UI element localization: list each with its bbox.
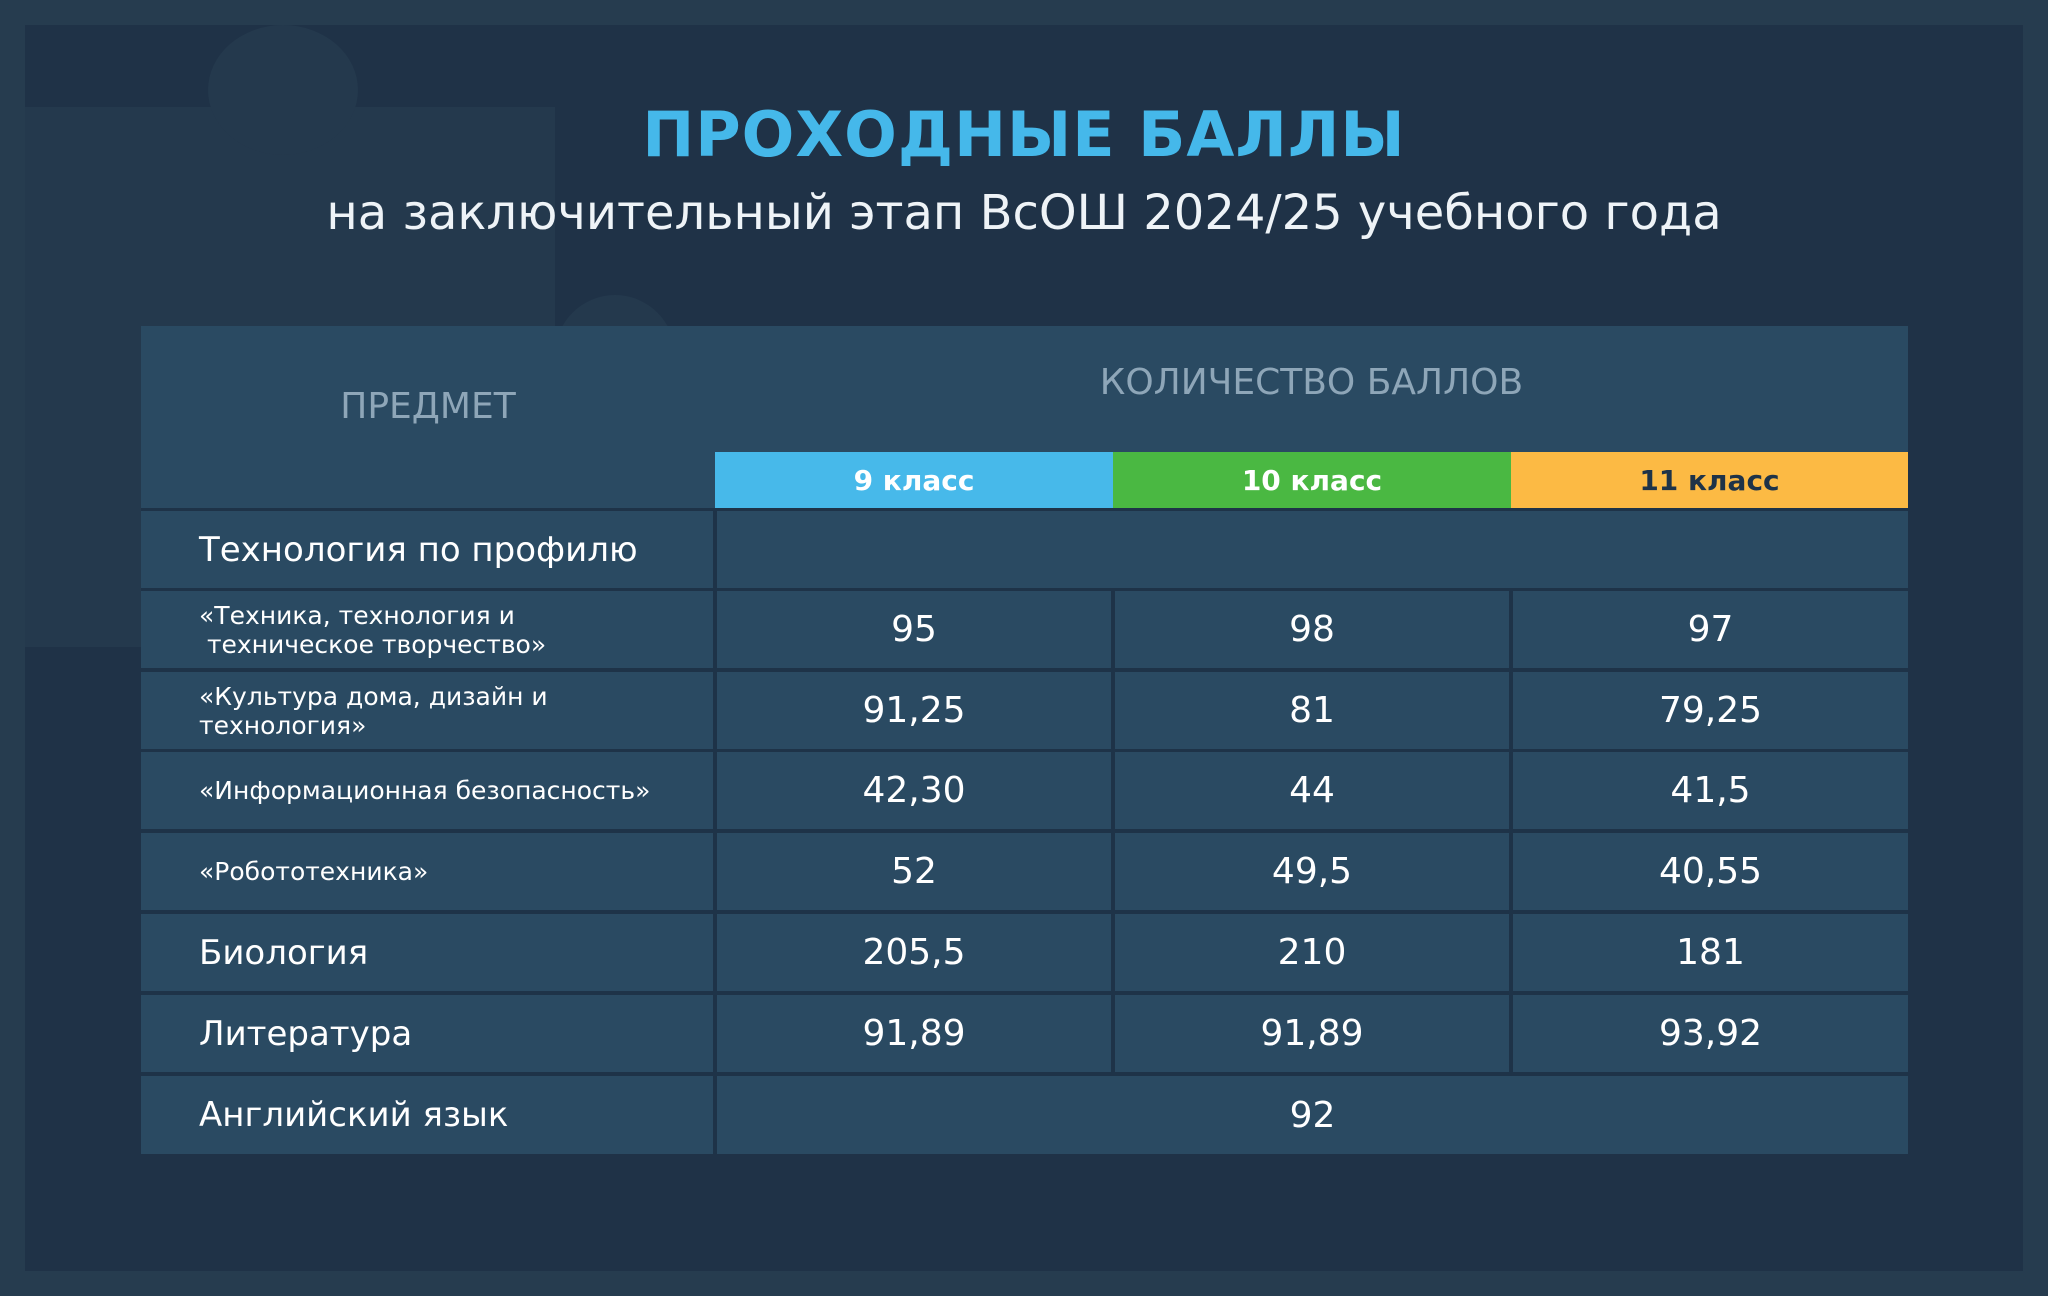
subject-label-line2: техническое творчество» <box>199 629 547 659</box>
score-cell: 42,30 <box>717 752 1111 829</box>
table-row-subject: «Информационная безопасность» <box>141 752 713 829</box>
subject-label: «Робототехника» <box>199 857 429 886</box>
score-cell: 205,5 <box>717 914 1111 991</box>
table-row-subject: Английский язык <box>141 1076 713 1154</box>
subject-label: Английский язык <box>199 1095 509 1135</box>
score-cell: 93,92 <box>1513 995 1908 1072</box>
score-cell: 181 <box>1513 914 1908 991</box>
table-row-subject: Биология <box>141 914 713 991</box>
subject-label: «Культура дома, дизайн и технология» <box>199 681 548 740</box>
score-cell: 210 <box>1115 914 1509 991</box>
subject-header: ПРЕДМЕТ <box>340 386 516 427</box>
table-row-subject: Литература <box>141 995 713 1072</box>
score-cell: 91,89 <box>1115 995 1509 1072</box>
merged-score-cell: 92 <box>717 1076 1908 1154</box>
score-cell: 91,89 <box>717 995 1111 1072</box>
score-header-cell: КОЛИЧЕСТВО БАЛЛОВ <box>715 326 1908 452</box>
subject-label: Литература <box>199 1013 413 1054</box>
score-header: КОЛИЧЕСТВО БАЛЛОВ <box>1099 362 1524 403</box>
table-row-subject: «Техника, технология и техническое творч… <box>141 591 713 668</box>
page-subtitle: на заключительный этап ВсОШ 2024/25 учеб… <box>326 185 1722 241</box>
subject-label: «Информационная безопасность» <box>199 776 651 805</box>
decorative-circle <box>208 25 358 155</box>
table-row-subject: «Робототехника» <box>141 833 713 910</box>
subject-label-line1: «Техника, технология и <box>199 600 515 630</box>
score-cell: 91,25 <box>717 672 1111 749</box>
score-cell: 98 <box>1115 591 1509 668</box>
score-cell: 49,5 <box>1115 833 1509 910</box>
scores-table: ПРЕДМЕТ КОЛИЧЕСТВО БАЛЛОВ 9 класс 10 кла… <box>141 326 1908 1154</box>
score-cell: 97 <box>1513 591 1908 668</box>
grade-10-header: 10 класс <box>1113 452 1511 508</box>
score-cell: 79,25 <box>1513 672 1908 749</box>
grade-9-header: 9 класс <box>715 452 1113 508</box>
subject-label: Биология <box>199 932 369 973</box>
subject-header-cell: ПРЕДМЕТ <box>141 326 715 508</box>
table-row-subject: «Культура дома, дизайн и технология» <box>141 672 713 749</box>
score-cell: 44 <box>1115 752 1509 829</box>
score-cell: 52 <box>717 833 1111 910</box>
table-cell-empty <box>717 511 1908 588</box>
score-cell: 41,5 <box>1513 752 1908 829</box>
score-cell: 95 <box>717 591 1111 668</box>
page-title: ПРОХОДНЫЕ БАЛЛЫ <box>642 98 1406 171</box>
table-row-subject: Технология по профилю <box>141 511 713 588</box>
subject-label: Технология по профилю <box>199 529 638 570</box>
grade-11-header: 11 класс <box>1511 452 1908 508</box>
score-cell: 40,55 <box>1513 833 1908 910</box>
score-cell: 81 <box>1115 672 1509 749</box>
